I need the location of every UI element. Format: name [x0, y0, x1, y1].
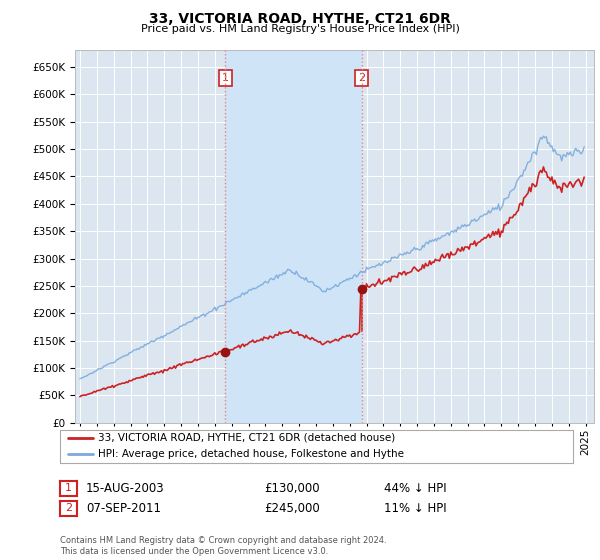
Text: 33, VICTORIA ROAD, HYTHE, CT21 6DR: 33, VICTORIA ROAD, HYTHE, CT21 6DR — [149, 12, 451, 26]
Text: HPI: Average price, detached house, Folkestone and Hythe: HPI: Average price, detached house, Folk… — [98, 449, 404, 459]
Text: 11% ↓ HPI: 11% ↓ HPI — [384, 502, 446, 515]
Text: 1: 1 — [222, 73, 229, 83]
Text: £245,000: £245,000 — [264, 502, 320, 515]
Text: 33, VICTORIA ROAD, HYTHE, CT21 6DR (detached house): 33, VICTORIA ROAD, HYTHE, CT21 6DR (deta… — [98, 433, 396, 443]
Text: Price paid vs. HM Land Registry's House Price Index (HPI): Price paid vs. HM Land Registry's House … — [140, 24, 460, 34]
Text: 44% ↓ HPI: 44% ↓ HPI — [384, 482, 446, 495]
Text: Contains HM Land Registry data © Crown copyright and database right 2024.
This d: Contains HM Land Registry data © Crown c… — [60, 536, 386, 556]
Text: 2: 2 — [65, 503, 72, 514]
Text: 07-SEP-2011: 07-SEP-2011 — [86, 502, 161, 515]
Bar — [226, 50, 362, 423]
Text: £130,000: £130,000 — [264, 482, 320, 495]
Text: 1: 1 — [65, 483, 72, 493]
Text: 15-AUG-2003: 15-AUG-2003 — [86, 482, 164, 495]
Text: 2: 2 — [358, 73, 365, 83]
